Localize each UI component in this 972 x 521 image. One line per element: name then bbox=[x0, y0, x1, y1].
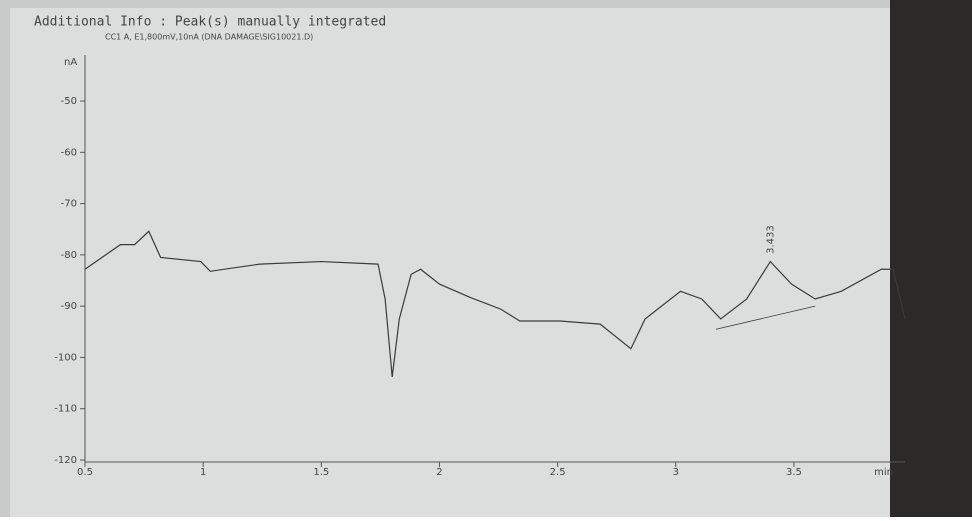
x-tick-label: 3.5 bbox=[786, 467, 802, 478]
y-tick-label: -60 bbox=[61, 147, 77, 158]
peak-label: 3.433 bbox=[765, 225, 776, 254]
x-tick-label: 0.5 bbox=[77, 467, 93, 478]
y-tick-label: -110 bbox=[54, 404, 77, 415]
x-tick-label: 2 bbox=[436, 467, 442, 478]
y-tick-label: -50 bbox=[61, 96, 77, 107]
y-axis-label: nA bbox=[64, 57, 77, 68]
x-tick-label: 2.5 bbox=[550, 467, 566, 478]
chart: Additional Info : Peak(s) manually integ… bbox=[0, 0, 972, 517]
dark-edge bbox=[890, 0, 972, 517]
chart-title: Additional Info : Peak(s) manually integ… bbox=[34, 15, 386, 30]
y-tick-label: -70 bbox=[61, 199, 77, 210]
paper bbox=[10, 8, 890, 517]
y-tick-label: -120 bbox=[54, 455, 77, 466]
page: Additional Info : Peak(s) manually integ… bbox=[0, 0, 972, 517]
x-tick-label: 1 bbox=[200, 467, 206, 478]
x-tick-label: 3 bbox=[673, 467, 679, 478]
y-tick-label: -80 bbox=[61, 250, 77, 261]
chart-subtitle: CC1 A, E1,800mV,10nA (DNA DAMAGE\SIG1002… bbox=[105, 33, 313, 42]
y-tick-label: -100 bbox=[54, 352, 77, 363]
y-tick-label: -90 bbox=[61, 301, 77, 312]
x-tick-label: 1.5 bbox=[313, 467, 329, 478]
x-axis-label: min bbox=[874, 467, 893, 478]
